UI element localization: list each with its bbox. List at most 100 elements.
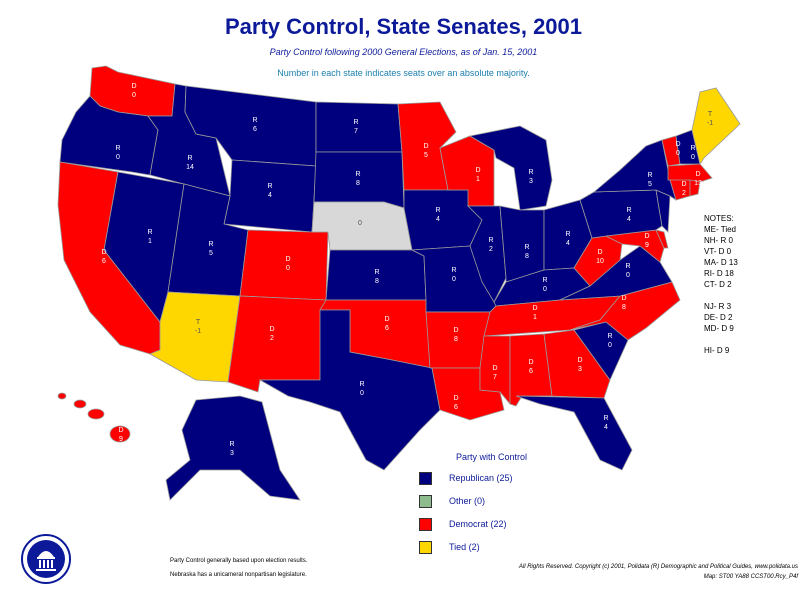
state-margin-label-me: -1 xyxy=(707,120,713,127)
state-party-label-nc: D xyxy=(621,295,626,302)
legend-title: Party with Control xyxy=(456,452,528,462)
state-margin-label-ok: 6 xyxy=(385,325,389,332)
state-party-label-mo: R xyxy=(451,267,456,274)
state-party-label-ut: R xyxy=(208,241,213,248)
state-margin-label-ak: 3 xyxy=(230,450,234,457)
legend-label: Other (0) xyxy=(449,495,486,506)
state-party-label-ma: D xyxy=(695,171,700,178)
state-NM xyxy=(227,295,327,393)
state-party-label-ar: D xyxy=(453,327,458,334)
state-party-label-oh: R xyxy=(565,231,570,238)
note-item: DE- D 2 xyxy=(704,313,733,322)
state-DE xyxy=(655,229,669,249)
note-item: MA- D 13 xyxy=(704,258,738,267)
copyright-line: All Rights Reserved. Copyright (c) 2001,… xyxy=(518,564,798,570)
state-party-label-tn: D xyxy=(532,305,537,312)
state-MA xyxy=(667,163,713,183)
state-margin-label-sc: 0 xyxy=(608,342,612,349)
legend-item-republican: Republican (25) xyxy=(419,472,513,485)
legend-swatch xyxy=(419,472,432,485)
state-party-label-ky: R xyxy=(542,277,547,284)
state-margin-label-ut: 5 xyxy=(209,250,213,257)
note-item: MD- D 9 xyxy=(704,324,734,333)
state-party-label-mt: R xyxy=(252,117,257,124)
state-party-label-nh: R xyxy=(690,145,695,152)
state-party-label-tx: R xyxy=(359,381,364,388)
state-party-label-ny: R xyxy=(647,172,652,179)
state-margin-label-nh: 0 xyxy=(691,154,695,161)
state-party-label-wa: D xyxy=(131,83,136,90)
state-party-label-ks: R xyxy=(374,269,379,276)
state-margin-label-ky: 0 xyxy=(543,286,547,293)
footnote-election: Party Control generally based upon elect… xyxy=(170,558,308,564)
state-TX xyxy=(258,309,441,471)
state-HI xyxy=(57,392,131,443)
state-ND xyxy=(315,101,403,153)
state-GA xyxy=(543,329,611,399)
state-margin-label-ks: 8 xyxy=(375,278,379,285)
state-party-label-ia: R xyxy=(435,207,440,214)
state-party-label-la: D xyxy=(453,395,458,402)
state-party-label-il: R xyxy=(488,237,493,244)
state-margin-label-md: 9 xyxy=(645,242,649,249)
state-party-label-ca: D xyxy=(101,249,106,256)
state-ME xyxy=(691,87,741,165)
state-FL xyxy=(515,395,633,471)
map-id-line: Map: ST00 YA88 CCST00.Rcy_P4f xyxy=(703,574,798,580)
state-party-label-pa: R xyxy=(626,207,631,214)
state-margin-label-ms: 7 xyxy=(493,374,497,381)
state-party-label-ms: D xyxy=(492,365,497,372)
state-CO xyxy=(239,229,329,301)
state-party-label-ok: D xyxy=(384,316,389,323)
state-margin-label-or: 0 xyxy=(116,154,120,161)
state-party-label-mi: R xyxy=(528,169,533,176)
state-margin-label-nc: 8 xyxy=(622,304,626,311)
state-margin-label-nm: 2 xyxy=(270,335,274,342)
state-VA xyxy=(559,245,673,301)
state-party-label-md: D xyxy=(644,233,649,240)
legend-item-tied: Tied (2) xyxy=(419,541,480,554)
state-party-label-co: D xyxy=(285,256,290,263)
state-MI xyxy=(468,125,553,211)
note-item: RI- D 18 xyxy=(704,269,734,278)
state-party-label-az: T xyxy=(196,319,201,326)
state-party-label-or: R xyxy=(115,145,120,152)
state-margin-label-la: 6 xyxy=(454,404,458,411)
state-party-label-in: R xyxy=(524,244,529,251)
legend-label: Tied (2) xyxy=(449,541,480,552)
state-margin-label-mi: 3 xyxy=(529,178,533,185)
state-margin-label-mn: 5 xyxy=(424,152,428,159)
state-margin-label-nv: 1 xyxy=(148,238,152,245)
state-party-label-nv: R xyxy=(147,229,152,236)
state-party-label-me: T xyxy=(708,111,713,118)
state-margin-label-tn: 1 xyxy=(533,314,537,321)
map-subnote: Number in each state indicates seats ove… xyxy=(277,68,530,78)
state-margin-label-vt: 0 xyxy=(676,150,680,157)
legend-label: Republican (25) xyxy=(449,472,513,483)
state-margin-label-ct: 2 xyxy=(682,190,686,197)
state-party-label-hi: D xyxy=(118,427,123,434)
state-labels: D0R0D6R1R14R6R4R5T-1D0D2R7R80R8D6R0D5R4R… xyxy=(101,83,713,457)
state-party-label-wv: D xyxy=(597,249,602,256)
state-party-label-mn: D xyxy=(423,143,428,150)
state-margin-label-ga: 3 xyxy=(578,366,582,373)
state-margin-label-co: 0 xyxy=(286,265,290,272)
state-PA xyxy=(579,189,663,239)
note-item: CT- D 2 xyxy=(704,280,732,289)
note-item: VT- D 0 xyxy=(704,247,732,256)
polidata-seal-logo xyxy=(21,534,71,584)
state-party-label-va: R xyxy=(625,263,630,270)
state-margin-label-in: 8 xyxy=(525,253,529,260)
map-subtitle: Party Control following 2000 General Ele… xyxy=(269,47,538,57)
state-margin-label-mt: 6 xyxy=(253,126,257,133)
state-margin-label-ne: 0 xyxy=(358,220,362,227)
state-margin-label-oh: 4 xyxy=(566,240,570,247)
note-item: NH- R 0 xyxy=(704,236,733,245)
state-party-label-wi: D xyxy=(475,167,480,174)
legend-swatch xyxy=(419,518,432,531)
state-party-label-al: D xyxy=(528,359,533,366)
state-margin-label-fl: 4 xyxy=(604,424,608,431)
state-margin-label-wa: 0 xyxy=(132,92,136,99)
state-margin-label-nd: 7 xyxy=(354,128,358,135)
